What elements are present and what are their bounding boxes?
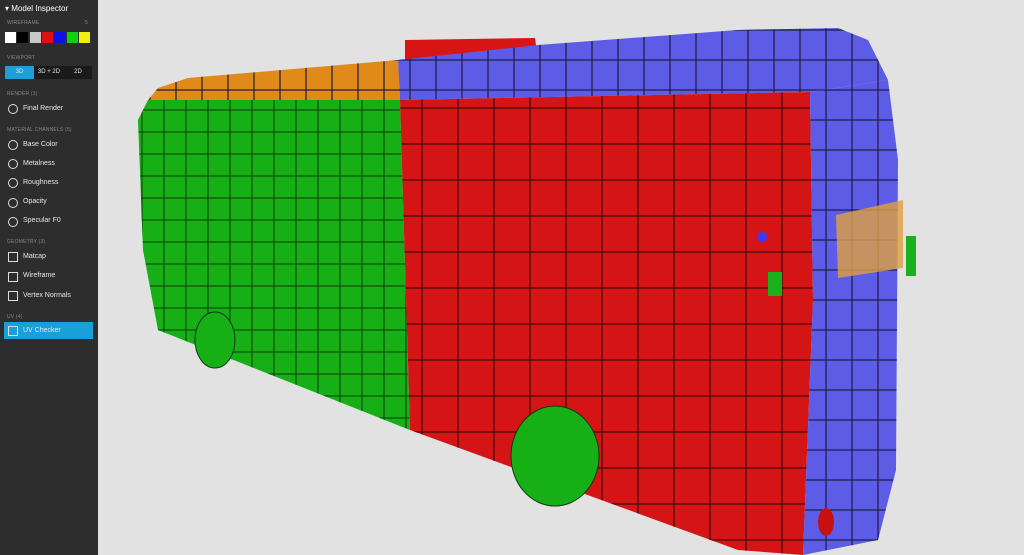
item-icon bbox=[8, 178, 18, 189]
section-heading: UV (4) bbox=[7, 314, 23, 320]
color-swatch[interactable] bbox=[54, 32, 66, 43]
panel-title[interactable]: ▾ Model Inspector bbox=[5, 4, 69, 13]
wireframe-label: WIREFRAME bbox=[7, 20, 40, 26]
viewport-button[interactable]: 3D + 2D bbox=[34, 66, 64, 79]
viewport-label: VIEWPORT bbox=[7, 55, 36, 61]
viewport-button[interactable]: 2D bbox=[64, 66, 92, 79]
viewport-button[interactable]: 3D bbox=[5, 66, 34, 79]
menu-item[interactable]: UV Checker bbox=[23, 326, 61, 334]
menu-item[interactable]: Final Render bbox=[23, 104, 64, 112]
menu-item[interactable]: Matcap bbox=[23, 252, 46, 260]
menu-item[interactable]: Roughness bbox=[23, 178, 59, 186]
viewport-3d bbox=[138, 28, 916, 555]
bus-model bbox=[138, 28, 916, 555]
item-icon bbox=[8, 159, 18, 170]
wireframe-value: 5 bbox=[85, 20, 88, 26]
menu-item[interactable]: Wireframe bbox=[23, 272, 56, 279]
section-heading: GEOMETRY (3) bbox=[7, 239, 46, 245]
menu-item[interactable]: Opacity bbox=[23, 198, 47, 206]
color-swatch[interactable] bbox=[29, 32, 41, 43]
color-swatch[interactable] bbox=[78, 32, 90, 43]
section-heading: RENDER (1) bbox=[7, 91, 38, 97]
item-icon bbox=[8, 326, 18, 336]
item-icon bbox=[8, 104, 18, 114]
item-icon bbox=[8, 252, 18, 262]
color-swatch[interactable] bbox=[17, 32, 29, 43]
menu-item[interactable]: Specular F0 bbox=[23, 217, 61, 225]
menu-item[interactable]: Base Color bbox=[23, 140, 58, 148]
item-icon bbox=[8, 216, 18, 227]
item-icon bbox=[8, 271, 18, 282]
menu-item[interactable]: Metalness bbox=[23, 159, 55, 167]
item-icon bbox=[8, 197, 18, 208]
selected-highlight bbox=[4, 322, 93, 339]
section-heading: MATERIAL CHANNELS (5) bbox=[7, 127, 72, 133]
item-icon bbox=[8, 291, 18, 301]
item-icon bbox=[8, 140, 18, 150]
panel-title-text: Model Inspector bbox=[11, 4, 69, 13]
color-swatch[interactable] bbox=[41, 32, 53, 43]
color-swatch[interactable] bbox=[66, 32, 78, 43]
menu-item[interactable]: Vertex Normals bbox=[23, 291, 71, 299]
sidebar: ▾ Model Inspector WIREFRAME 5 VIEWPORT 3… bbox=[0, 0, 98, 555]
color-swatch[interactable] bbox=[5, 32, 16, 43]
